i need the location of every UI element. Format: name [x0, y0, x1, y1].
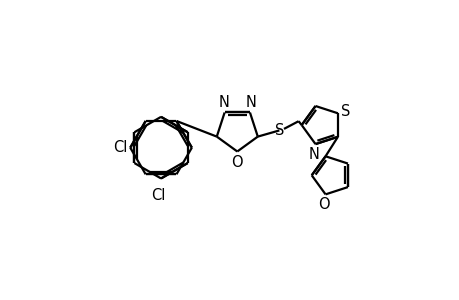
Text: Cl: Cl: [112, 140, 127, 155]
Text: O: O: [318, 197, 329, 212]
Text: N: N: [218, 95, 229, 110]
Text: N: N: [245, 95, 256, 110]
Text: O: O: [231, 154, 242, 169]
Text: Cl: Cl: [151, 188, 166, 203]
Text: S: S: [340, 104, 350, 119]
Text: S: S: [274, 123, 283, 138]
Text: N: N: [308, 147, 319, 162]
